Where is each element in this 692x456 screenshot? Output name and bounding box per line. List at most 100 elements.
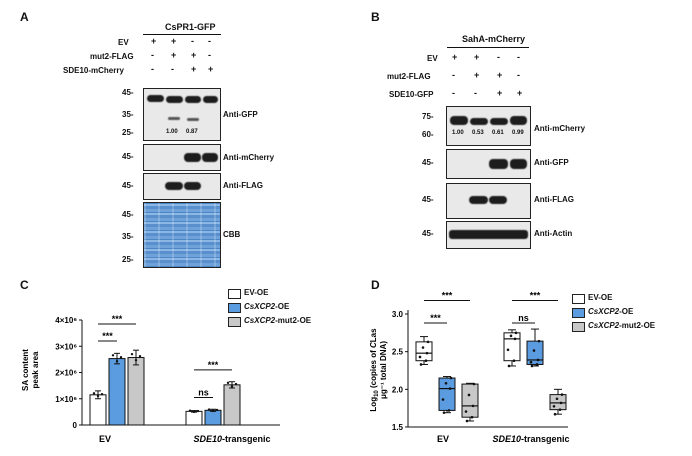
sign-b2-3: + <box>517 88 523 98</box>
c-bar <box>185 410 203 426</box>
d-point <box>421 346 425 349</box>
c-point <box>192 410 196 414</box>
c-point <box>234 382 238 386</box>
sign-a0-0: + <box>151 36 157 46</box>
d-legend-swatch-1 <box>572 308 585 318</box>
c-point <box>211 409 215 413</box>
c-legend-label-0: EV-OE <box>244 288 269 297</box>
sign-a2-3: + <box>208 64 214 74</box>
blot-a-anti-gfp <box>143 88 221 141</box>
quant-b-2: 0.61 <box>492 130 504 136</box>
d-point <box>441 398 445 401</box>
d-point <box>553 412 557 416</box>
c-sig-label: *** <box>102 331 113 341</box>
marker-a-5: 45- <box>122 210 134 219</box>
sign-b2-2: + <box>497 88 503 98</box>
d-sig-label: *** <box>430 313 441 323</box>
d-point <box>558 408 562 411</box>
c-ytick-label: 0 <box>73 421 78 430</box>
marker-b-3: 45- <box>422 195 434 204</box>
c-ylabel-1: SA content <box>21 349 30 391</box>
marker-b-0: 75- <box>422 112 434 121</box>
d-point <box>424 359 428 363</box>
sign-a1-2: + <box>191 50 197 60</box>
d-legend-label-0: EV-OE <box>588 293 613 302</box>
blot-a-label-2: Anti-FLAG <box>223 181 263 190</box>
c-ytick-label: 3×10⁶ <box>55 342 77 351</box>
marker-a-7: 25- <box>122 255 134 264</box>
d-point <box>514 331 518 335</box>
d-point <box>509 334 513 338</box>
d-point <box>555 397 559 401</box>
c-ylabel-2: peak area <box>31 351 40 388</box>
blot-a-anti-flag <box>143 173 221 200</box>
d-box <box>415 341 433 362</box>
d-box <box>549 394 567 411</box>
d-point <box>536 358 540 362</box>
d-box <box>461 383 479 418</box>
row-b0-label: EV <box>427 54 438 63</box>
blot-a-label-1: Anti-mCherry <box>223 153 275 162</box>
sign-a2-1: - <box>171 64 174 74</box>
c-point <box>207 408 211 411</box>
sign-a0-1: + <box>171 36 177 46</box>
sign-b2-1: - <box>474 88 477 98</box>
c-sig-label: *** <box>208 360 219 370</box>
d-sig-label: ns <box>518 313 529 323</box>
c-point <box>130 352 134 356</box>
d-point <box>465 419 469 423</box>
d-point <box>426 340 430 344</box>
d-point <box>552 404 556 408</box>
d-box <box>503 332 521 362</box>
c-point <box>134 359 138 362</box>
sign-a1-0: - <box>151 50 154 60</box>
d-point <box>560 393 564 396</box>
blot-a-cbb <box>143 202 221 268</box>
blot-a-anti-mcherry <box>143 144 221 171</box>
d-point <box>529 360 533 364</box>
c-bar <box>108 358 126 426</box>
c-legend-label-2: CsXCP2-mut2-OE <box>244 316 312 325</box>
c-bar <box>204 409 222 426</box>
sign-b1-0: - <box>452 70 455 80</box>
d-point <box>447 409 451 412</box>
c-bar <box>223 384 241 426</box>
panel-d-letter: D <box>371 278 380 292</box>
d-ytick-label: 1.5 <box>392 423 404 432</box>
d-point <box>537 339 541 343</box>
d-point <box>535 363 539 366</box>
row-a0-label: EV <box>118 38 129 47</box>
d-point <box>442 411 446 414</box>
sign-b1-2: + <box>497 70 503 80</box>
sign-a0-2: - <box>191 36 194 46</box>
blot-b-anti-actin <box>446 221 531 249</box>
sign-b0-1: + <box>474 52 480 62</box>
sign-b1-3: - <box>517 70 520 80</box>
d-point <box>512 359 516 363</box>
d-xcat-ev: EV <box>437 434 449 444</box>
sign-b0-3: - <box>517 52 520 62</box>
blot-b-anti-flag <box>446 183 531 219</box>
c-ytick-label: 4×10⁶ <box>55 316 77 325</box>
marker-b-4: 45- <box>422 229 434 238</box>
d-box <box>526 340 544 365</box>
d-legend-label-2: CsXCP2-mut2-OE <box>588 321 656 330</box>
blot-b-label-0: Anti-mCherry <box>534 124 586 133</box>
blot-b-label-3: Anti-Actin <box>534 229 573 238</box>
panel-b-title: SahA-mCherry <box>462 34 526 44</box>
quant-a-0: 1.00 <box>166 129 178 135</box>
c-legend-swatch-1 <box>228 303 241 313</box>
d-point <box>559 401 563 405</box>
quant-b-0: 1.00 <box>452 130 464 136</box>
c-point <box>196 409 200 413</box>
d-ytick-label: 2.5 <box>392 348 404 357</box>
panel-c-letter: C <box>20 278 29 292</box>
d-point <box>507 364 511 368</box>
c-ytick-label: 1×10⁶ <box>55 395 77 404</box>
d-point <box>464 410 468 413</box>
d-point <box>472 382 476 386</box>
c-point <box>119 356 123 359</box>
d-point <box>532 349 536 352</box>
sign-a1-1: + <box>171 50 177 60</box>
d-point <box>530 364 534 368</box>
